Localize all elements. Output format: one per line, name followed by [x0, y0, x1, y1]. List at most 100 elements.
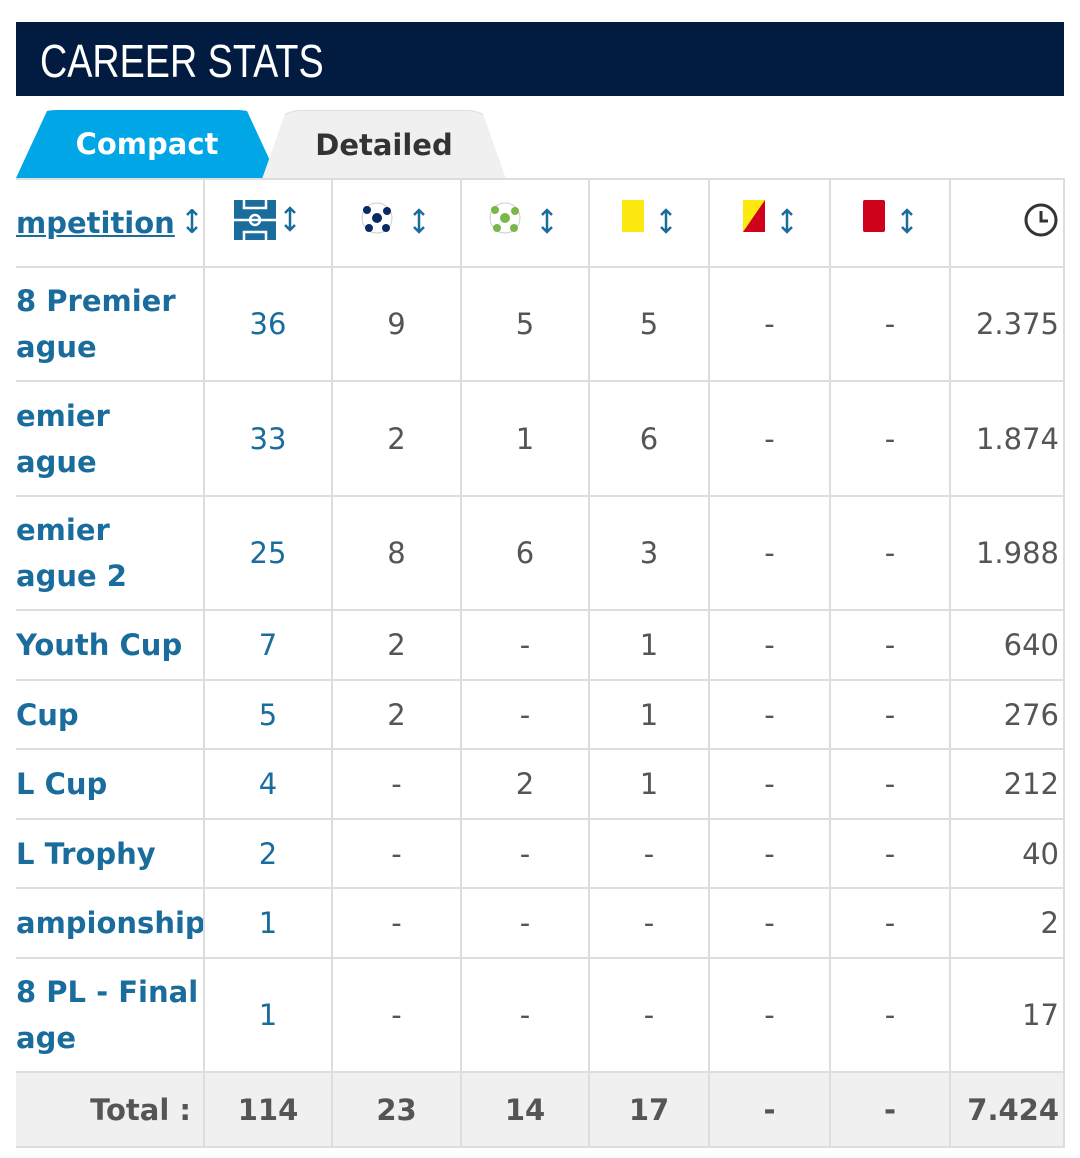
stat-cell: -	[331, 818, 462, 889]
stat-cell: -	[460, 679, 590, 750]
sort-assists[interactable]	[460, 178, 590, 268]
stat-cell: -	[829, 495, 951, 611]
competition-name: Youth Cup	[16, 628, 183, 662]
stat-cell: -	[829, 818, 951, 889]
stats-row: Cup 5 2-1- -276	[16, 679, 1065, 750]
stat-cell: -	[708, 495, 831, 611]
sort-second-yellow[interactable]	[708, 178, 831, 268]
stat-cell: 640	[949, 609, 1065, 681]
stat-cell: 1.874	[949, 380, 1065, 497]
stat-cell: -	[588, 887, 710, 959]
competition-name: Cup	[16, 697, 79, 732]
stat-cell: 9	[331, 266, 462, 382]
stat-cell: 5	[588, 266, 710, 382]
tab-compact[interactable]: Compact	[16, 110, 278, 178]
sort-red[interactable]	[829, 178, 951, 268]
icon-yellow-card	[622, 199, 672, 234]
icon-second-yellow	[742, 199, 793, 234]
stat-cell: 33	[203, 380, 333, 497]
stat-cell: 2.375	[949, 266, 1065, 382]
competition-name: L Trophy	[16, 836, 156, 871]
icon-assist	[489, 202, 553, 234]
sort-apps[interactable]	[203, 178, 333, 268]
competition-name: 8 Premier	[16, 284, 176, 318]
tab-detailed[interactable]: Detailed	[262, 110, 506, 179]
total-cell: 114	[203, 1071, 333, 1148]
stat-cell: -	[708, 609, 831, 681]
competition-cell: emier ague	[16, 380, 205, 497]
stat-cell: 2	[331, 380, 462, 497]
stats-row: 8 Premier ague 36 9 5 5- -2.375	[16, 266, 1065, 382]
competition-name: ague	[16, 330, 97, 364]
stat-cell: -	[829, 266, 951, 382]
total-cell: 7.424	[949, 1071, 1065, 1148]
stat-cell: -	[588, 957, 710, 1073]
stats-row: L Cup 4-2 1- -212	[16, 748, 1065, 820]
stat-cell: -	[331, 887, 462, 959]
competition-name: emier	[16, 398, 110, 433]
stat-cell: -	[708, 818, 831, 889]
stat-cell: -	[708, 266, 831, 382]
total-cell: -	[829, 1071, 951, 1148]
stat-cell: -	[708, 748, 831, 820]
competition-name: L Cup	[16, 767, 108, 801]
stat-cell: 7	[203, 609, 333, 681]
header-title: CAREER STATS	[40, 35, 324, 87]
stats-row: ampionship 1- - - - -2	[16, 887, 1065, 959]
sort-competition[interactable]: mpetition	[16, 178, 205, 268]
sort-goals[interactable]	[331, 178, 462, 268]
stat-cell: 36	[203, 266, 333, 382]
stat-cell: 1	[588, 609, 710, 681]
stat-cell: -	[331, 748, 462, 820]
stat-cell: 2	[331, 679, 462, 750]
stat-cell: 212	[949, 748, 1065, 820]
competition-cell: Cup	[16, 679, 205, 750]
stat-cell: -	[460, 957, 590, 1073]
stat-cell: -	[588, 818, 710, 889]
stat-cell: -	[829, 679, 951, 750]
stat-cell: -	[708, 380, 831, 497]
sort-yellow[interactable]	[588, 178, 710, 268]
stat-cell: 4	[203, 748, 333, 820]
stats-row: Youth Cup 7 2-1- -640	[16, 609, 1065, 681]
stats-row: emier ague 33 2 1 6- -1.874	[16, 380, 1065, 497]
total-cell: 17	[588, 1071, 710, 1148]
header-row: mpetition	[16, 178, 1065, 268]
stat-cell: -	[460, 818, 590, 889]
stat-cell: -	[829, 380, 951, 497]
stat-cell: -	[708, 679, 831, 750]
stat-cell: -	[829, 887, 951, 959]
competition-name: emier	[16, 513, 110, 547]
competition-name: 8 PL - Final	[16, 975, 199, 1009]
competition-cell: 8 Premier ague	[16, 266, 205, 382]
stat-cell: 3	[588, 495, 710, 611]
competition-cell: L Cup	[16, 748, 205, 820]
icon-ball	[361, 202, 425, 234]
competition-cell: emier ague 2	[16, 495, 205, 611]
icon-clock	[1024, 203, 1058, 236]
stat-cell: 2	[949, 887, 1065, 959]
stat-cell: 276	[949, 679, 1065, 750]
stat-cell: 25	[203, 495, 333, 611]
stats-row: L Trophy 2- - - - -40	[16, 818, 1065, 889]
competition-name: ampionship	[16, 906, 204, 940]
competition-name: ague 2	[16, 559, 127, 593]
stats-row: emier ague 2 25 8 6 3- -1.988	[16, 495, 1065, 611]
stat-cell: 5	[203, 679, 333, 750]
competition-cell: ampionship	[16, 887, 205, 959]
icon-pitch	[234, 199, 296, 240]
minutes-header	[949, 178, 1065, 268]
stat-cell: 5	[460, 266, 590, 382]
stat-cell: 2	[331, 609, 462, 681]
stat-cell: 40	[949, 818, 1065, 889]
competition-header: mpetition	[16, 206, 175, 240]
stat-cell: 2	[460, 748, 590, 820]
stat-cell: 1	[588, 748, 710, 820]
stat-cell: -	[460, 609, 590, 681]
total-label: Total :	[16, 1071, 205, 1148]
total-cell: 23	[331, 1071, 462, 1148]
stat-cell: -	[829, 957, 951, 1073]
stat-cell: 1.988	[949, 495, 1065, 611]
competition-cell: Youth Cup	[16, 609, 205, 681]
